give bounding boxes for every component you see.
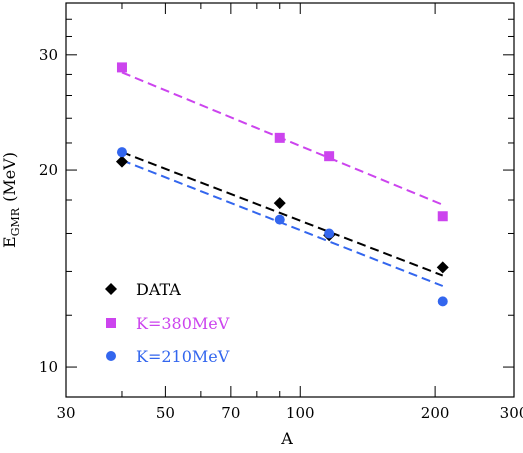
data-point-data: [115, 155, 128, 168]
data-point-data: [436, 261, 449, 274]
y-axis-label: EGMR (MeV): [0, 152, 22, 248]
data-point-k-380mev: [116, 62, 127, 73]
data-point-k-210mev: [274, 214, 285, 225]
data-point-data: [273, 197, 286, 210]
data-point-k-380mev: [324, 151, 335, 162]
fit-line-data: [121, 151, 444, 277]
data-point-k-380mev: [437, 211, 448, 222]
y-axis-label-sub: GMR: [9, 207, 22, 236]
legend-marker-k-210mev: [106, 351, 116, 361]
data-point-k-210mev: [116, 147, 127, 158]
data-points: [115, 62, 449, 307]
legend-label-k-380mev: K=380MeV: [136, 314, 230, 333]
x-tick-label: 50: [156, 404, 175, 422]
data-point-k-210mev: [324, 228, 335, 239]
x-axis-label: A: [280, 429, 293, 448]
x-tick-label: 100: [286, 404, 315, 422]
y-tick-label: 10: [39, 358, 58, 376]
y-tick-label: 20: [39, 161, 58, 179]
plot-frame: [65, 2, 515, 398]
x-tick-label: 30: [56, 404, 75, 422]
legend-marker-k-380mev: [106, 318, 116, 328]
legend-marker-data: [105, 283, 117, 295]
axis-ticks: 30 50 70 100 200 300 10 20 30: [39, 2, 523, 422]
x-tick-label: 200: [421, 404, 450, 422]
legend: DATA K=380MeV K=210MeV: [105, 280, 230, 366]
y-axis-label-unit: (MeV): [0, 152, 19, 202]
legend-label-k-210mev: K=210MeV: [136, 347, 230, 366]
legend-label-data: DATA: [136, 280, 181, 299]
fit-lines: [121, 71, 444, 287]
x-tick-label: 70: [221, 404, 240, 422]
data-point-k-210mev: [437, 296, 448, 307]
data-point-k-380mev: [274, 132, 285, 143]
y-tick-label: 30: [39, 46, 58, 64]
y-axis-label-main: E: [0, 236, 19, 248]
x-tick-label: 300: [500, 404, 523, 422]
